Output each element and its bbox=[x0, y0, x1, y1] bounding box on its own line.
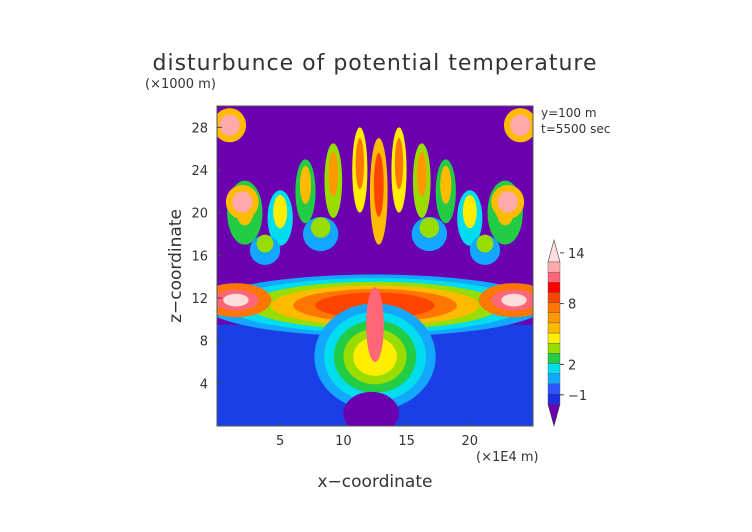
upper-plume-core-14 bbox=[476, 234, 494, 253]
y-tick-label: 20 bbox=[191, 207, 208, 222]
top-spot-core-3 bbox=[497, 191, 518, 213]
y-tick-label: 4 bbox=[200, 377, 208, 392]
y-tick-label: 16 bbox=[191, 249, 208, 264]
annotation-t: t=5500 sec bbox=[541, 122, 610, 136]
heatmap-field bbox=[217, 106, 533, 426]
colorbar-segment bbox=[547, 342, 561, 354]
colorbar-segment bbox=[547, 332, 561, 344]
plot-frame bbox=[216, 105, 534, 427]
upper-plume-core-7 bbox=[416, 151, 427, 197]
colorbar: −1 2 8 14 bbox=[547, 238, 587, 428]
central-column bbox=[366, 287, 384, 362]
y-axis-ticks: 4 8 12 16 20 24 28 bbox=[191, 121, 222, 392]
colorbar-over-arrow bbox=[547, 238, 561, 263]
colorbar-segment bbox=[547, 322, 561, 334]
colorbar-tick-label: 8 bbox=[568, 298, 576, 313]
upper-plume-core-2 bbox=[299, 165, 312, 205]
upper-plume-core-11 bbox=[310, 217, 331, 238]
colorbar-segment bbox=[547, 393, 561, 405]
colorbar-segment bbox=[547, 353, 561, 364]
upper-plume-core-13 bbox=[256, 234, 274, 253]
colorbar-segment bbox=[547, 312, 561, 324]
chart-title: disturbunce of potential temperature bbox=[153, 51, 598, 76]
colorbar-segment bbox=[547, 363, 561, 374]
colorbar-segment bbox=[547, 302, 561, 313]
top-spot-core-0 bbox=[219, 114, 240, 136]
y-tick-label: 24 bbox=[191, 164, 208, 179]
x-axis-label: x−coordinate bbox=[318, 472, 433, 492]
colorbar-tick-label: 2 bbox=[568, 358, 576, 373]
y-axis-label: z−coordinate bbox=[166, 209, 186, 323]
top-spot-core-1 bbox=[510, 114, 531, 136]
colorbar-tick-label: 14 bbox=[568, 247, 585, 262]
colorbar-tick-label: −1 bbox=[568, 389, 587, 404]
upper-plume-core-6 bbox=[394, 138, 404, 190]
colorbar-segment bbox=[547, 261, 561, 273]
edge-core-peak-1 bbox=[501, 293, 527, 307]
y-unit-label: (×1000 m) bbox=[145, 77, 216, 92]
colorbar-under-arrow bbox=[547, 403, 561, 428]
colorbar-segment bbox=[547, 383, 561, 395]
upper-plume-core-9 bbox=[462, 194, 477, 229]
colorbar-segment bbox=[547, 271, 561, 283]
upper-plume-core-12 bbox=[419, 217, 440, 238]
x-tick-label: 5 bbox=[276, 434, 284, 449]
edge-core-peak-0 bbox=[223, 293, 249, 307]
upper-plume-core-5 bbox=[373, 152, 384, 217]
y-tick-label: 8 bbox=[200, 335, 208, 350]
x-tick-label: 20 bbox=[462, 434, 479, 449]
x-axis-ticks: 5 10 15 20 bbox=[276, 421, 478, 449]
colorbar-segment bbox=[547, 373, 561, 384]
annotation-y: y=100 m bbox=[541, 106, 597, 120]
upper-plume-core-4 bbox=[355, 138, 365, 190]
colorbar-segment bbox=[547, 282, 561, 293]
x-tick-label: 15 bbox=[398, 434, 415, 449]
x-tick-label: 10 bbox=[335, 434, 352, 449]
upper-plume-core-1 bbox=[273, 194, 288, 229]
upper-plume-core-3 bbox=[328, 151, 339, 197]
top-spot-core-2 bbox=[232, 191, 253, 213]
y-tick-label: 12 bbox=[191, 292, 208, 307]
colorbar-segment bbox=[547, 292, 561, 303]
y-tick-label: 28 bbox=[191, 121, 208, 136]
upper-plume-core-8 bbox=[440, 165, 452, 205]
base-dome bbox=[343, 391, 400, 426]
x-unit-label: (×1E4 m) bbox=[476, 450, 539, 465]
